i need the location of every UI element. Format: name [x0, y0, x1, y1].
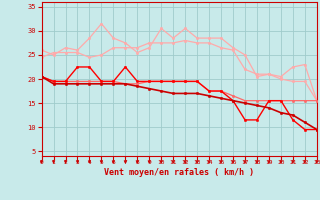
X-axis label: Vent moyen/en rafales ( km/h ): Vent moyen/en rafales ( km/h ): [104, 168, 254, 177]
